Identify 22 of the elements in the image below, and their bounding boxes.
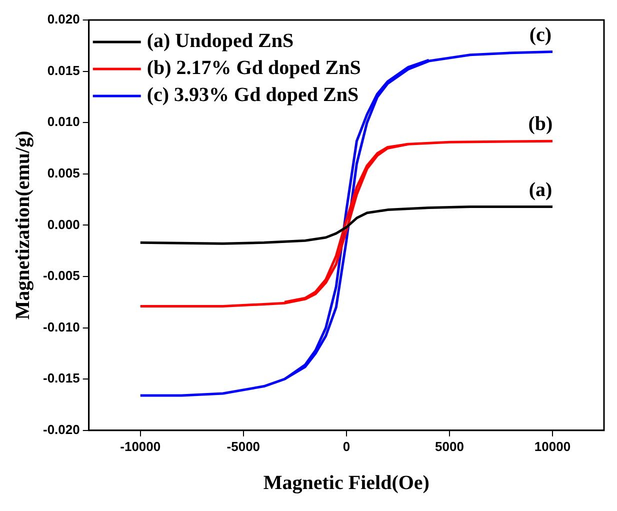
annotation: (b) <box>528 113 553 136</box>
y-tick-label: 0.020 <box>47 12 80 27</box>
legend-label: (c) 3.93% Gd doped ZnS <box>146 84 359 106</box>
y-tick-label: 0.005 <box>47 165 80 180</box>
y-axis-title: Magnetization(emu/g) <box>12 130 34 320</box>
y-tick-label: 0.010 <box>47 114 80 130</box>
annotation: (c) <box>529 24 552 46</box>
x-tick-label: 0 <box>342 438 350 454</box>
x-tick-label: -10000 <box>120 438 161 454</box>
legend-label: (a) Undoped ZnS <box>146 30 294 52</box>
x-tick-label: 5000 <box>434 438 464 454</box>
y-tick-label: -0.015 <box>42 370 80 386</box>
x-axis-title: Magnetic Field(Oe) <box>263 472 430 494</box>
x-tick-label: 10000 <box>534 438 571 454</box>
y-tick-label: 0.000 <box>47 216 80 232</box>
annotation: (a) <box>528 178 552 201</box>
x-tick-label: -5000 <box>226 438 260 454</box>
y-tick-label: 0.015 <box>47 62 80 78</box>
y-tick-label: -0.005 <box>42 268 80 284</box>
legend-label: (b) 2.17% Gd doped ZnS <box>146 57 361 80</box>
y-tick-label: -0.010 <box>42 319 80 334</box>
y-tick-label: -0.020 <box>42 422 80 437</box>
